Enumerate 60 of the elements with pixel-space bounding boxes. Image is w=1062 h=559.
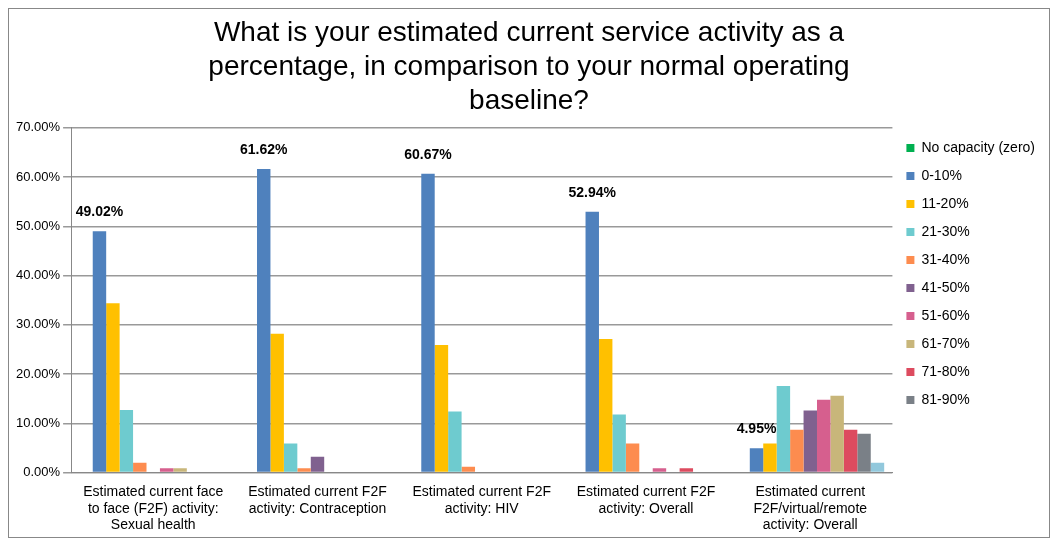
- bar: [652, 468, 667, 472]
- bar: [133, 462, 147, 472]
- x-tick-label: Estimated current F2F activity: Contraception: [248, 482, 387, 516]
- data-label: 61.62%: [239, 140, 289, 157]
- legend-label: 11-20%: [921, 194, 969, 211]
- bar: [803, 410, 817, 472]
- legend-label: 61-70%: [921, 334, 970, 351]
- bar: [790, 429, 804, 472]
- bar: [585, 211, 599, 472]
- legend-label: 0-10%: [921, 166, 962, 183]
- y-tick-label: 60.00%: [16, 168, 61, 184]
- data-label: 49.02%: [75, 203, 124, 219]
- chart-title: What is your estimated current service activity as a percentage, in comparison to your normal operating baseline?: [207, 15, 851, 117]
- legend-label: 51-60%: [921, 306, 970, 323]
- data-label: 60.67%: [404, 145, 453, 162]
- bar: [448, 411, 462, 472]
- legend-label: 41-50%: [921, 278, 970, 295]
- bar: [461, 466, 476, 472]
- y-tick-label: 20.00%: [16, 365, 61, 381]
- x-tick-label: Estimated current face to face (F2F) activity: Sexual health: [83, 482, 224, 533]
- bar: [625, 443, 640, 472]
- legend-label: No capacity (zero): [921, 138, 1035, 155]
- bar: [257, 169, 271, 472]
- x-tick-label: Estimated current F2F activity: Overall: [576, 482, 716, 516]
- bar: [776, 385, 791, 472]
- legend-label: 81-90%: [921, 390, 970, 407]
- y-tick-label: 70.00%: [16, 119, 61, 135]
- bar: [297, 468, 311, 472]
- legend-label: 31-40%: [921, 250, 970, 267]
- x-tick-label: Estimated current F2F activity: HIV: [412, 482, 551, 516]
- y-tick-label: 40.00%: [16, 267, 61, 283]
- bar: [830, 395, 844, 472]
- bar: [92, 231, 107, 472]
- bar: [679, 468, 694, 472]
- bar: [106, 303, 120, 472]
- bar: [159, 468, 174, 472]
- y-tick-label: 50.00%: [16, 217, 61, 233]
- data-label: 52.94%: [568, 183, 617, 200]
- bar: [119, 410, 134, 472]
- legend-label: 21-30%: [921, 222, 970, 239]
- legend-label: 71-80%: [921, 362, 970, 379]
- y-tick-label: 30.00%: [16, 316, 61, 332]
- bar: [434, 345, 449, 472]
- bar: [270, 333, 284, 472]
- bar: [763, 443, 777, 472]
- bar: [598, 339, 613, 472]
- x-tick-label: Estimated current F2F/virtual/remote activity: Overall: [753, 482, 868, 533]
- bar: [870, 462, 885, 472]
- y-tick-label: 0.00%: [23, 464, 61, 480]
- y-tick-label: 10.00%: [16, 414, 61, 430]
- bar: [857, 433, 871, 472]
- bar: [421, 173, 435, 472]
- bar: [843, 429, 858, 472]
- bar: [749, 448, 764, 472]
- bar: [283, 443, 298, 472]
- bar: [612, 414, 626, 472]
- bar: [310, 456, 325, 472]
- bar: [173, 468, 187, 472]
- bar: [817, 399, 831, 472]
- data-label: 4.95%: [736, 420, 777, 437]
